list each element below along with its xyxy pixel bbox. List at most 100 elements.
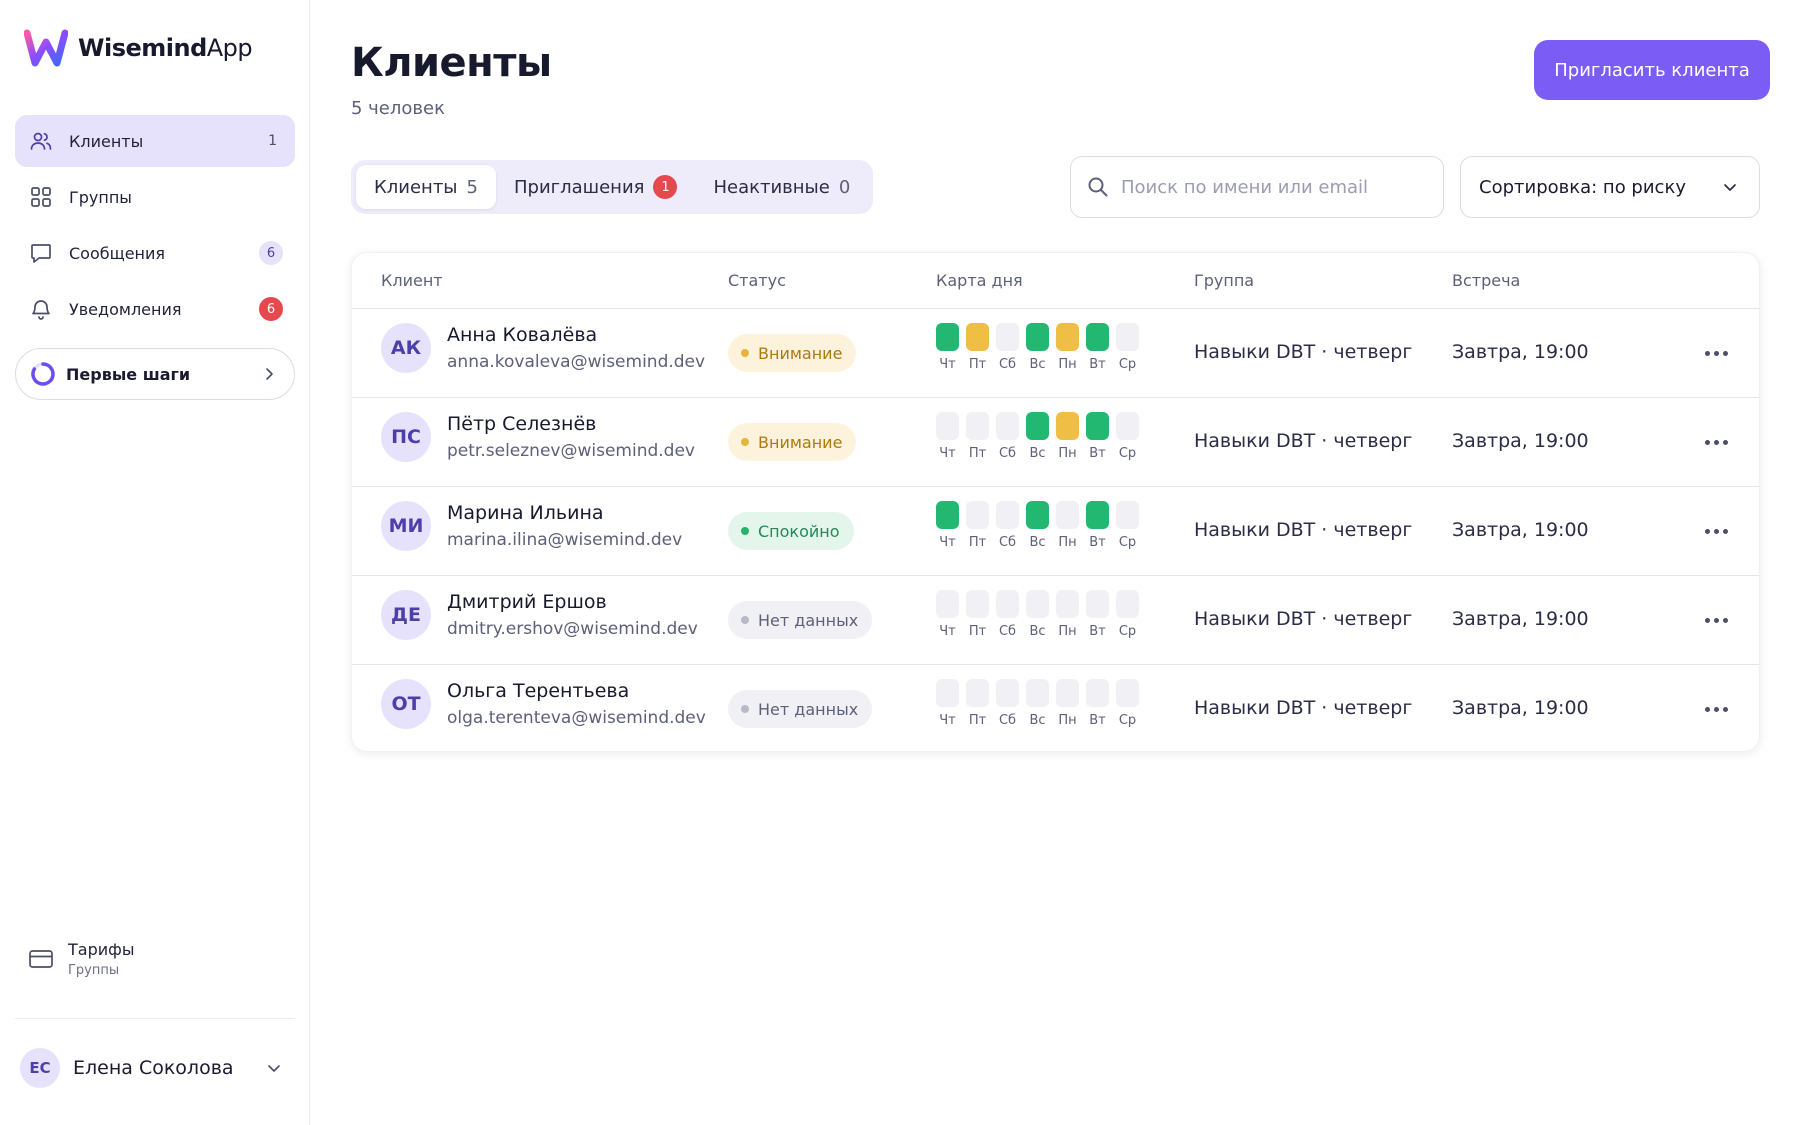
more-actions-icon[interactable] (1701, 697, 1731, 721)
app-logo[interactable]: WisemindApp (24, 28, 253, 68)
sidebar-item-clients[interactable]: Клиенты 1 (15, 115, 295, 167)
more-actions-icon[interactable] (1701, 430, 1731, 454)
day-label: Пт (968, 357, 987, 372)
day-mood-square (1116, 412, 1139, 440)
status-badge: Внимание (728, 423, 857, 461)
meeting-time: Завтра, 19:00 (1452, 341, 1589, 363)
tab-invitations[interactable]: Приглашения 1 (496, 165, 696, 209)
avatar: АК (381, 323, 431, 373)
day-label: Вт (1089, 713, 1106, 728)
day-label: Чт (939, 713, 956, 728)
client-name: Марина Ильина (447, 502, 604, 524)
table-row[interactable]: ДЕ Дмитрий Ершов dmitry.ershov@wisemind.de… (352, 576, 1759, 665)
group-name: Навыки DBT · четверг (1194, 608, 1413, 630)
page-title: Клиенты (351, 40, 552, 86)
invite-client-button[interactable]: Пригласить клиента (1534, 40, 1770, 100)
status-badge: Спокойно (728, 512, 854, 550)
tab-label: Неактивные (713, 176, 830, 198)
client-cell[interactable]: ДЕ Дмитрий Ершов dmitry.ershov@wisemind.de… (381, 590, 698, 640)
day-label: Чт (939, 535, 956, 550)
day-cell: Вт (1086, 679, 1109, 728)
day-cell: Чт (936, 501, 959, 550)
day-mood-square (966, 679, 989, 707)
group-name: Навыки DBT · четверг (1194, 697, 1413, 719)
table-body: АК Анна Ковалёва anna.kovaleva@wisemind.de… (352, 309, 1759, 751)
day-mood-square (966, 323, 989, 351)
first-steps-button[interactable]: Первые шаги (15, 348, 295, 400)
day-cell: Вт (1086, 323, 1109, 372)
tab-inactive[interactable]: Неактивные 0 (695, 165, 868, 209)
day-label: Пн (1058, 446, 1077, 461)
day-mood-square (1116, 323, 1139, 351)
sidebar-item-notifications[interactable]: Уведомления 6 (15, 283, 295, 335)
search-input[interactable] (1121, 176, 1421, 198)
day-label: Чт (939, 624, 956, 639)
client-cell[interactable]: ПС Пётр Селезнёв petr.seleznev@wisemind.de… (381, 412, 695, 462)
tariffs-title: Тарифы (68, 940, 135, 959)
day-cell: Пн (1056, 323, 1079, 372)
tariffs-link[interactable]: Тарифы Группы (28, 940, 134, 978)
day-cell: Сб (996, 590, 1019, 639)
day-mood-square (1026, 501, 1049, 529)
day-label: Пн (1058, 357, 1077, 372)
day-cell: Пн (1056, 501, 1079, 550)
more-actions-icon[interactable] (1701, 519, 1731, 543)
day-mood-square (936, 590, 959, 618)
tab-clients[interactable]: Клиенты 5 (356, 165, 496, 209)
day-cell: Ср (1116, 323, 1139, 372)
progress-ring-icon (31, 362, 55, 386)
day-label: Сб (998, 535, 1017, 550)
day-cell: Вс (1026, 679, 1049, 728)
day-cell: Вс (1026, 501, 1049, 550)
day-mood-square (1056, 412, 1079, 440)
day-cell: Пт (966, 679, 989, 728)
day-label: Вс (1029, 535, 1046, 550)
status-badge: Внимание (728, 334, 857, 372)
client-email: anna.kovaleva@wisemind.dev (447, 352, 706, 372)
day-cell: Вт (1086, 412, 1109, 461)
client-email: marina.ilina@wisemind.dev (447, 530, 683, 550)
table-row[interactable]: МИ Марина Ильина marina.ilina@wisemind.dev… (352, 487, 1759, 576)
client-cell[interactable]: АК Анна Ковалёва anna.kovaleva@wisemind.de… (381, 323, 705, 373)
day-label: Вт (1089, 624, 1106, 639)
day-label: Ср (1118, 713, 1137, 728)
client-cell[interactable]: ОТ Ольга Терентьева olga.terenteva@wisemin… (381, 679, 706, 729)
sidebar-item-groups[interactable]: Группы (15, 171, 295, 223)
day-cell: Сб (996, 501, 1019, 550)
group-name: Навыки DBT · четверг (1194, 430, 1413, 452)
credit-card-icon (29, 950, 53, 968)
search-icon (1088, 177, 1108, 197)
chevron-down-icon (1724, 184, 1736, 191)
sidebar-item-messages[interactable]: Сообщения 6 (15, 227, 295, 279)
sort-select[interactable]: Сортировка: по риску (1460, 156, 1760, 218)
tab-count: 0 (838, 176, 851, 198)
day-cell: Вс (1026, 590, 1049, 639)
tab-label: Клиенты (374, 176, 458, 198)
day-cell: Пт (966, 501, 989, 550)
meeting-time: Завтра, 19:00 (1452, 430, 1589, 452)
day-map: Чт Пт Сб Вс Пн Вт Ср (936, 590, 1139, 639)
table-row[interactable]: ПС Пётр Селезнёв petr.seleznev@wisemind.de… (352, 398, 1759, 487)
client-name: Дмитрий Ершов (447, 591, 607, 613)
day-cell: Чт (936, 679, 959, 728)
tab-label: Приглашения (513, 176, 645, 198)
sidebar-item-label: Уведомления (69, 299, 182, 319)
table-row[interactable]: АК Анна Ковалёва anna.kovaleva@wisemind.de… (352, 309, 1759, 398)
sort-label: Сортировка: по риску (1479, 176, 1686, 198)
table-row[interactable]: ОТ Ольга Терентьева olga.terenteva@wisemin… (352, 665, 1759, 751)
day-cell: Чт (936, 412, 959, 461)
avatar: ОТ (381, 679, 431, 729)
user-menu[interactable]: ЕС Елена Соколова (20, 1048, 290, 1088)
more-actions-icon[interactable] (1701, 341, 1731, 365)
day-label: Ср (1118, 446, 1137, 461)
logo-w-icon (24, 29, 68, 67)
day-mood-square (966, 590, 989, 618)
avatar: ЕС (20, 1048, 60, 1088)
more-actions-icon[interactable] (1701, 608, 1731, 632)
day-mood-square (936, 412, 959, 440)
sidebar-item-label: Клиенты (69, 131, 144, 151)
avatar: ДЕ (381, 590, 431, 640)
client-cell[interactable]: МИ Марина Ильина marina.ilina@wisemind.dev (381, 501, 682, 551)
day-mood-square (1086, 590, 1109, 618)
column-header-daymap: Карта дня (936, 271, 1023, 290)
